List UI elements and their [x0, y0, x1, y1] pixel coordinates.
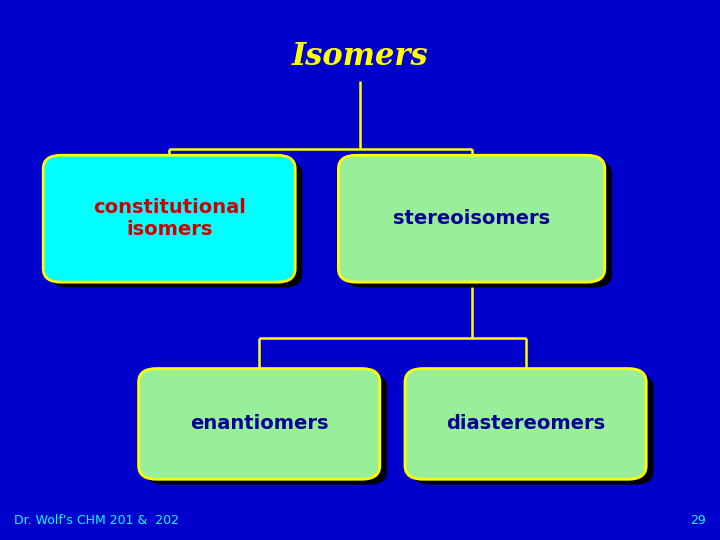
Text: enantiomers: enantiomers [190, 414, 328, 434]
Text: 29: 29 [690, 514, 706, 526]
Text: stereoisomers: stereoisomers [393, 209, 550, 228]
Text: Isomers: Isomers [292, 41, 428, 72]
Text: constitutional
isomers: constitutional isomers [93, 198, 246, 239]
FancyBboxPatch shape [43, 156, 295, 282]
FancyBboxPatch shape [405, 368, 647, 480]
FancyBboxPatch shape [338, 156, 605, 282]
FancyBboxPatch shape [412, 374, 654, 485]
FancyBboxPatch shape [145, 374, 387, 485]
FancyBboxPatch shape [346, 161, 612, 287]
FancyBboxPatch shape [138, 368, 380, 480]
Text: diastereomers: diastereomers [446, 414, 606, 434]
FancyBboxPatch shape [50, 161, 302, 287]
Text: Dr. Wolf's CHM 201 &  202: Dr. Wolf's CHM 201 & 202 [14, 514, 179, 526]
